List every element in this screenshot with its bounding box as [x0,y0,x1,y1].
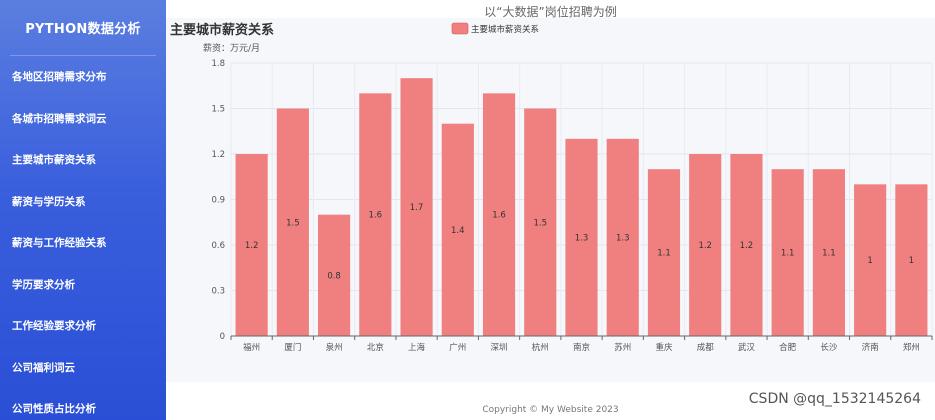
bar-data-label: 1.5 [533,218,547,228]
bar-data-label: 1.1 [781,249,795,259]
chart-title: 主要城市薪资关系 [170,22,274,38]
bar-data-label: 1.3 [575,233,589,243]
y-axis-label: 薪资：万元/月 [203,42,260,54]
y-tick-label: 1.8 [211,59,225,69]
bar[interactable] [524,108,557,337]
sidebar-item-welfare-wordcloud[interactable]: 公司福利词云 [12,361,75,374]
bar-data-label: 1.1 [657,249,671,259]
y-tick-label: 0.3 [211,287,225,297]
bar-data-label: 1.2 [245,241,259,251]
x-tick-label: 合肥 [779,342,797,353]
sidebar-item-company-type[interactable]: 公司性质占比分析 [12,403,96,416]
bar[interactable] [730,154,763,336]
sidebar-menu: 各地区招聘需求分布 各城市招聘需求词云 主要城市薪资关系 薪资与学历关系 薪资与… [0,56,166,420]
bar-data-label: 1.4 [451,226,465,236]
x-tick-label: 厦门 [284,342,301,353]
sidebar: PYTHON数据分析 各地区招聘需求分布 各城市招聘需求词云 主要城市薪资关系 … [0,0,166,420]
x-tick-label: 郑州 [903,342,920,353]
x-tick-label: 苏州 [614,342,631,353]
x-tick-label: 长沙 [820,342,838,353]
bar[interactable] [854,184,887,336]
sidebar-item-city-wordcloud[interactable]: 各城市招聘需求词云 [12,112,107,125]
bar-data-label: 1.6 [492,211,506,221]
y-tick-label: 0.6 [211,241,225,251]
y-tick-label: 0.9 [211,196,225,206]
bar-data-label: 1.2 [698,241,712,251]
bar[interactable] [400,78,433,336]
chart-container: 主要城市薪资关系 薪资：万元/月 主要城市薪资关系 0 0.3 0.6 0.9 1.2 1… [166,18,935,382]
bar-data-label: 1.7 [410,203,424,213]
x-tick-label: 福州 [243,342,260,353]
bar[interactable] [359,93,392,336]
bar[interactable] [647,169,681,336]
bar[interactable] [235,154,268,336]
bar[interactable] [318,214,351,336]
x-tick-label: 南京 [573,342,590,353]
bar-data-label: 1 [867,256,872,266]
bar[interactable] [812,169,845,336]
footer-copyright: Copyright © My Website 2023 [482,405,619,415]
bar-data-label: 1.2 [740,241,754,251]
y-tick-label: 1.2 [211,150,225,160]
y-tick-label: 0 [220,332,225,342]
x-tick-label: 深圳 [491,342,508,353]
legend-label: 主要城市薪资关系 [471,24,539,35]
bar[interactable] [689,154,722,336]
x-axis: 福州 厦门 泉州 北京 上海 广州 深圳 杭州 南京 苏州 重庆 成都 武汉 合肥 长沙 济南 郑州 [230,335,933,353]
bar-data-label: 1.3 [616,233,630,243]
bar[interactable] [276,108,309,337]
x-tick-label: 泉州 [326,342,343,353]
bar-data-label: 1.5 [286,218,300,228]
bar[interactable] [895,184,928,336]
y-tick-label: 1.5 [211,105,225,115]
x-tick-label: 武汉 [738,342,756,353]
legend-swatch [451,22,469,35]
page-caption: 以“大数据”岗位招聘为例 [484,5,617,19]
salary-bar-chart: 主要城市薪资关系 薪资：万元/月 主要城市薪资关系 00.30.60.91.21… [170,22,933,353]
bar-data-label: 1.6 [369,211,383,221]
bar-data-label: 0.8 [327,271,341,281]
sidebar-item-salary-education[interactable]: 薪资与学历关系 [12,195,86,208]
bar-data-label: 1.1 [822,249,836,259]
x-tick-label: 广州 [449,342,466,353]
bar[interactable] [482,93,516,336]
bar[interactable] [771,169,804,336]
watermark: CSDN @qq_1532145264 [748,391,921,407]
sidebar-item-salary-experience[interactable]: 薪资与工作经验关系 [12,237,107,250]
legend[interactable]: 主要城市薪资关系 [451,22,539,35]
sidebar-item-experience-analysis[interactable]: 工作经验要求分析 [12,320,96,333]
x-tick-label: 重庆 [655,342,673,353]
x-tick-label: 上海 [408,342,426,353]
bar[interactable] [565,138,598,336]
sidebar-item-education-analysis[interactable]: 学历要求分析 [12,278,75,291]
y-axis: 0 0.3 0.6 0.9 1.2 1.5 1.8 [211,59,225,342]
bars: 1.2 1.5 0.8 1.6 1.7 1.4 1.6 1.5 1.3 1.3 1.1 1.2 1.2 1… [235,78,928,337]
bar-data-label: 1 [909,256,914,266]
brand-title[interactable]: PYTHON数据分析 [10,0,156,56]
sidebar-item-region-demand[interactable]: 各地区招聘需求分布 [12,71,107,84]
main-content: 以“大数据”岗位招聘为例 主要城市薪资关系 薪资：万元/月 主要城市薪资关系 0… [166,0,935,420]
x-tick-label: 杭州 [532,342,549,353]
bar[interactable] [606,138,639,336]
sidebar-item-city-salary[interactable]: 主要城市薪资关系 [12,154,96,167]
bar[interactable] [441,123,474,337]
x-tick-label: 北京 [367,342,384,353]
x-tick-label: 成都 [697,342,715,353]
x-tick-label: 济南 [862,342,879,353]
